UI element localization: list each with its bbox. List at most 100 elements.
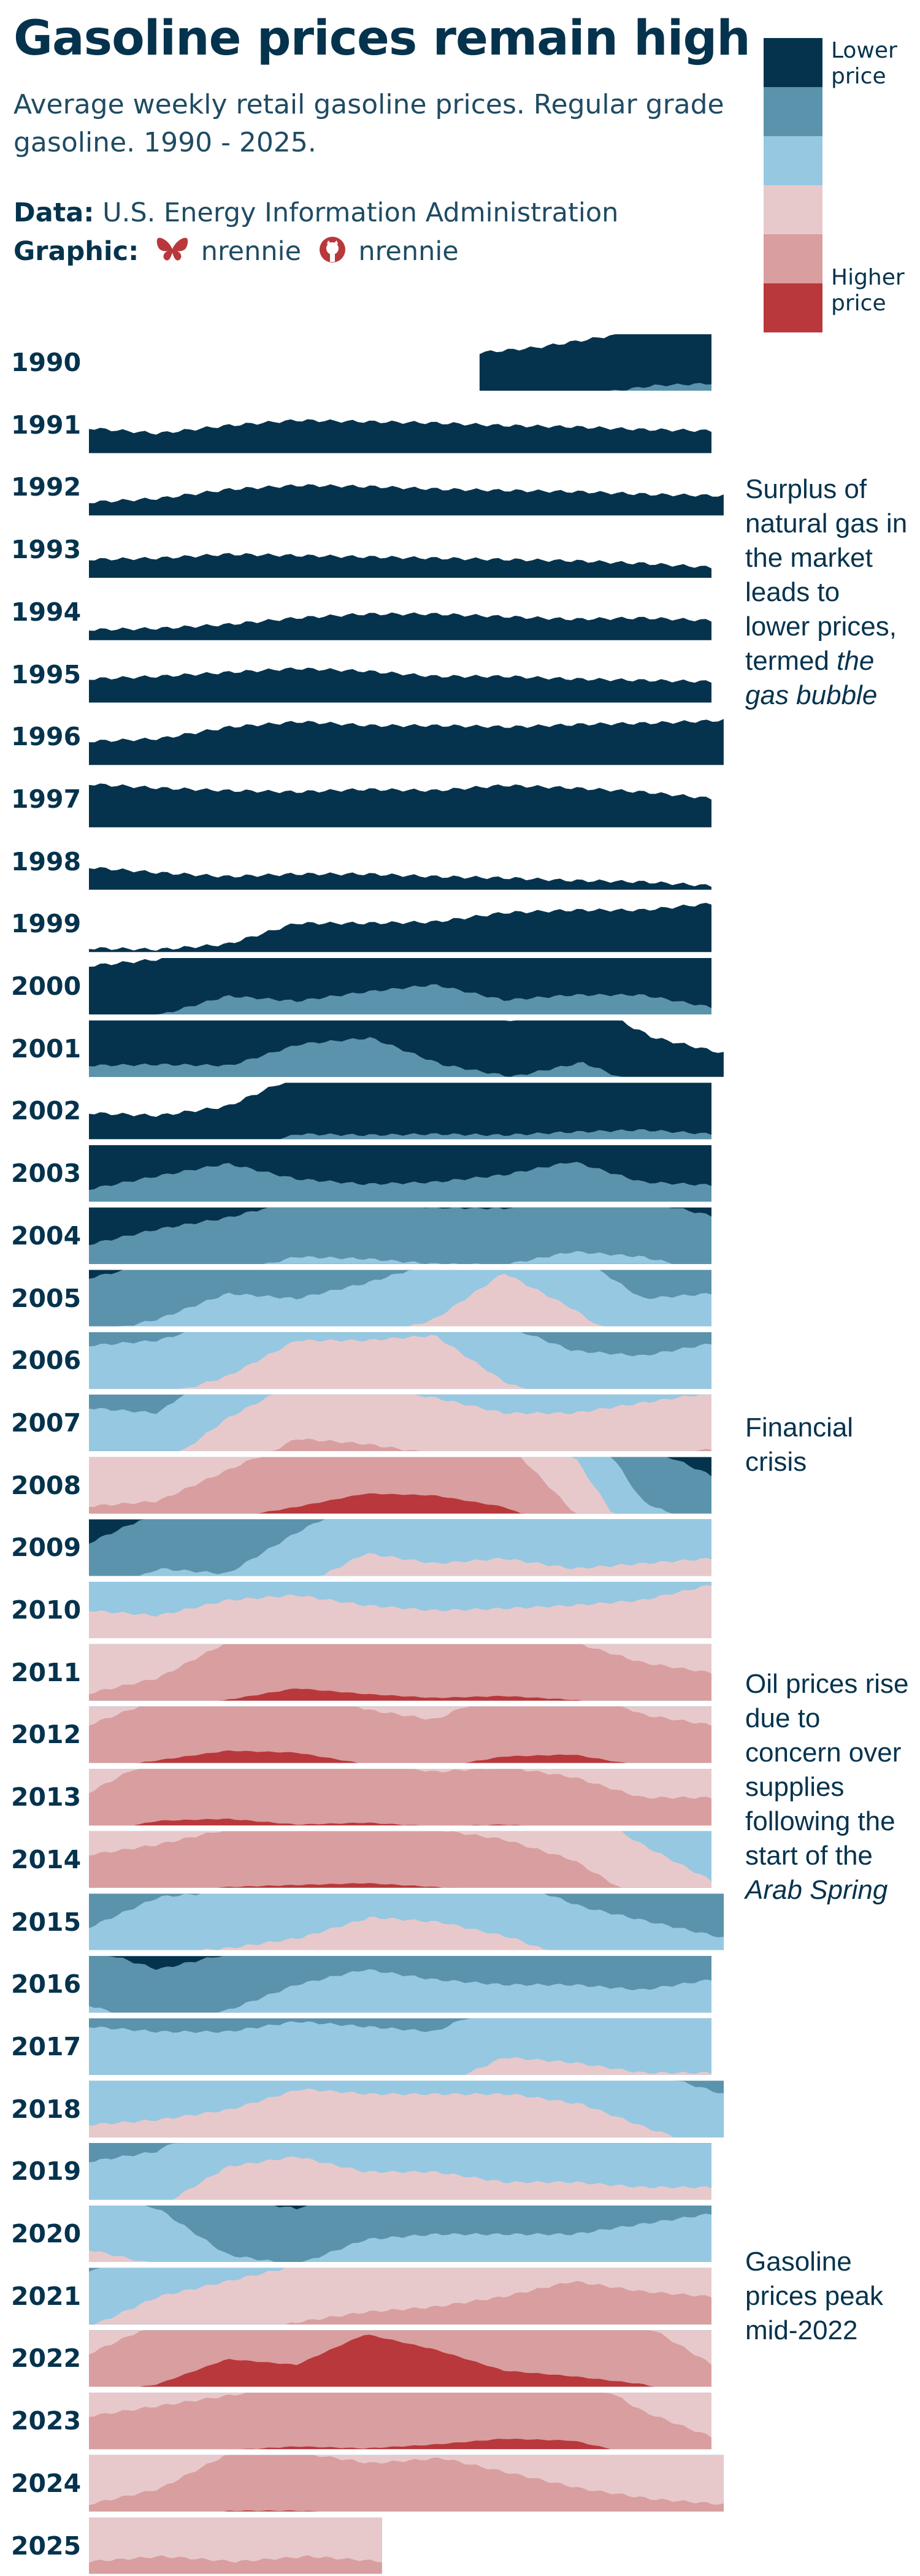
band-layer-2017-4 — [89, 2057, 711, 2075]
band-layer-2002-2 — [89, 1129, 711, 1140]
band-layer-2014-5 — [89, 1831, 711, 1888]
year-label-2017: 2017 — [11, 2031, 82, 2061]
band-layer-2019-4 — [89, 2156, 711, 2200]
band-layer-2013-5 — [89, 1769, 711, 1826]
band-layer-2018-4 — [89, 2088, 724, 2137]
band-layer-2015-4 — [89, 1917, 724, 1950]
band-layer-2004-3 — [89, 1251, 711, 1264]
legend-swatch-6 — [764, 283, 822, 332]
year-band-2019 — [89, 2143, 711, 2200]
band-layer-2011-5 — [89, 1644, 711, 1701]
year-label-2006: 2006 — [11, 1346, 82, 1376]
year-band-1992 — [89, 484, 724, 516]
year-label-2025: 2025 — [11, 2531, 82, 2561]
band-layer-2008-5 — [89, 1457, 711, 1514]
band-layer-2023-5 — [89, 2393, 711, 2450]
chart-subtitle: Average weekly retail gasoline prices. R… — [13, 89, 724, 158]
data-credit-label: Data — [13, 197, 84, 228]
year-band-2017 — [89, 2018, 711, 2075]
legend-swatch-5 — [764, 234, 822, 283]
year-band-2022 — [89, 2330, 711, 2387]
year-label-2015: 2015 — [11, 1907, 82, 1937]
band-layer-1998-1 — [89, 867, 711, 890]
year-label-2008: 2008 — [11, 1470, 82, 1500]
band-layer-2013-6 — [89, 1819, 711, 1826]
github-handle[interactable]: nrennie — [358, 236, 459, 267]
data-credit: Data: U.S. Energy Information Administra… — [13, 197, 619, 228]
band-layer-2011-6 — [89, 1689, 711, 1701]
band-layer-1991-1 — [89, 419, 711, 453]
year-band-2020 — [89, 2206, 711, 2262]
year-band-1996 — [89, 719, 724, 765]
year-label-2012: 2012 — [11, 1720, 82, 1750]
band-layer-1992-1 — [89, 484, 724, 516]
graphic-credit-label: Graphic — [13, 236, 129, 267]
year-band-2015 — [89, 1893, 724, 1950]
band-layer-2012-5 — [89, 1706, 711, 1763]
year-label-2011: 2011 — [11, 1657, 82, 1687]
year-band-2004 — [89, 1207, 711, 1264]
year-band-1991 — [89, 419, 711, 453]
year-label-2001: 2001 — [11, 1033, 82, 1064]
year-label-1995: 1995 — [11, 659, 82, 689]
legend-swatch-3 — [764, 136, 822, 185]
year-label-1997: 1997 — [11, 784, 82, 814]
legend-swatch-1 — [764, 38, 822, 87]
year-band-2010 — [89, 1582, 711, 1638]
band-layer-1996-1 — [89, 719, 724, 765]
legend-swatch-4 — [764, 185, 822, 234]
band-layer-2014-6 — [89, 1883, 711, 1888]
graphic-credit: Graphic: nrennie nrennie — [13, 236, 459, 270]
annotation-arab-spring: Oil prices rise due to concern over supp… — [745, 1669, 909, 1905]
band-layer-2024-6 — [89, 2510, 724, 2512]
year-label-2004: 2004 — [11, 1221, 82, 1251]
band-layer-1997-1 — [89, 783, 711, 827]
year-label-1994: 1994 — [11, 597, 82, 627]
year-band-2024 — [89, 2455, 724, 2512]
band-layer-2009-3 — [89, 1519, 711, 1576]
year-band-2003 — [89, 1145, 711, 1202]
year-label-2007: 2007 — [11, 1408, 82, 1438]
band-layer-2007-4 — [89, 1394, 711, 1451]
legend-low-label: Lower price — [831, 38, 897, 89]
year-band-2018 — [89, 2080, 724, 2137]
year-band-2009 — [89, 1519, 711, 1576]
year-band-1994 — [89, 612, 711, 640]
year-label-1993: 1993 — [11, 535, 82, 565]
year-label-1991: 1991 — [11, 410, 82, 440]
chart-title: Gasoline prices remain high — [13, 11, 751, 66]
year-band-1997 — [89, 783, 711, 827]
year-band-2012 — [89, 1706, 711, 1763]
year-label-2005: 2005 — [11, 1283, 82, 1313]
band-layer-2020-3 — [89, 2206, 711, 2262]
annotation-financial-crisis: Financial crisis — [745, 1413, 854, 1477]
annotation-peak-2022: Gasoline prices peak mid-2022 — [745, 2247, 884, 2345]
band-layer-1990-1 — [479, 334, 711, 391]
year-band-2011 — [89, 1644, 711, 1701]
band-layer-1990-2 — [479, 383, 711, 391]
band-layer-2002-1 — [89, 1083, 711, 1140]
butterfly-icon — [156, 236, 189, 270]
year-band-2000 — [89, 958, 711, 1014]
year-label-2024: 2024 — [11, 2468, 82, 2498]
band-layer-2009-4 — [89, 1553, 711, 1576]
annotation-gas-bubble: Surplus of natural gas in the market lea… — [745, 474, 908, 710]
band-layer-2024-5 — [89, 2455, 724, 2512]
year-label-2010: 2010 — [11, 1595, 82, 1625]
year-label-2002: 2002 — [11, 1096, 82, 1126]
band-layer-1995-1 — [89, 667, 711, 703]
year-label-2022: 2022 — [11, 2344, 82, 2374]
year-label-2009: 2009 — [11, 1533, 82, 1563]
bluesky-handle[interactable]: nrennie — [201, 236, 302, 267]
year-label-2016: 2016 — [11, 1969, 82, 1999]
band-layer-1993-1 — [89, 553, 711, 578]
year-band-2025 — [89, 2517, 382, 2574]
year-label-2014: 2014 — [11, 1844, 82, 1874]
band-layer-2023-6 — [89, 2439, 711, 2450]
band-layer-2012-6 — [89, 1750, 711, 1763]
year-label-1996: 1996 — [11, 722, 82, 752]
year-band-1998 — [89, 867, 711, 890]
year-label-1999: 1999 — [11, 909, 82, 939]
year-label-2020: 2020 — [11, 2219, 82, 2248]
